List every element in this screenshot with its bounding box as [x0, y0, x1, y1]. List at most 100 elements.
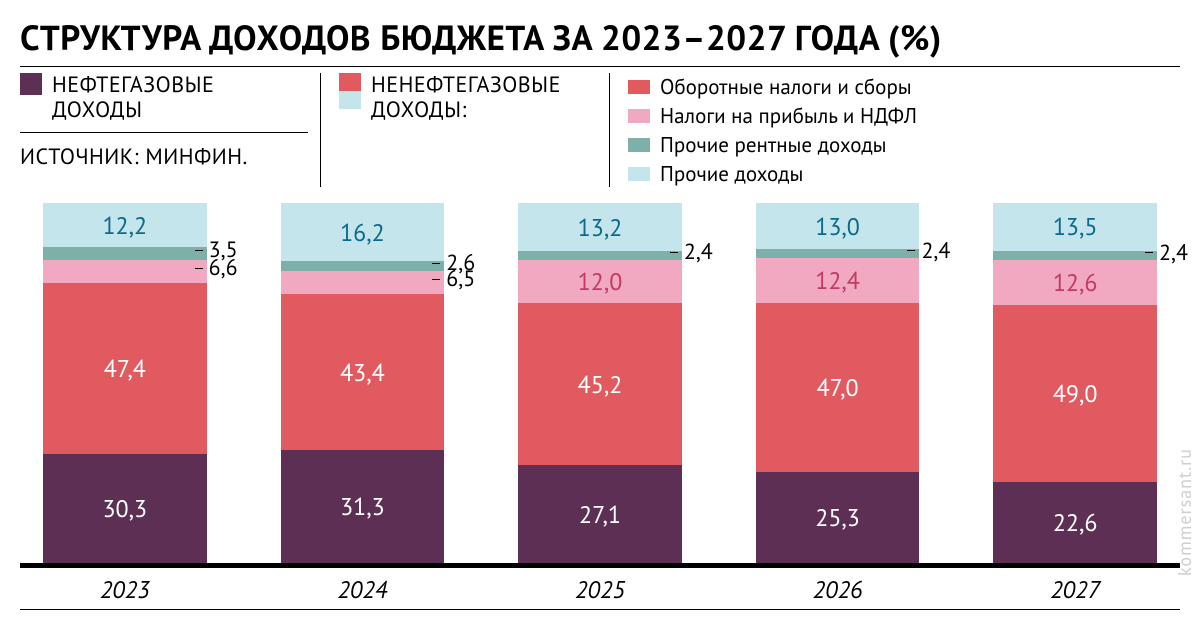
seg-oilgas: 27,1 — [518, 465, 681, 563]
legend-nonoil-label: НЕНЕФТЕГАЗОВЫЕДОХОДЫ: — [371, 73, 561, 124]
callout-profit: 6,5 — [432, 265, 475, 293]
chart-area: 12,247,430,33,56,616,243,431,32,66,513,2… — [20, 197, 1180, 567]
seg-turnover: 43,4 — [281, 294, 444, 450]
seg-value: 16,2 — [340, 217, 385, 248]
bar-2025: 13,2 12,0 45,2 27,1 — [518, 203, 681, 563]
axis-year: 2025 — [495, 568, 705, 609]
seg-oilgas: 31,3 — [281, 450, 444, 563]
year-col-2023: 12,247,430,33,56,6 — [20, 197, 230, 563]
callout-tick — [907, 250, 915, 251]
seg-rent — [518, 251, 681, 260]
legend-item-label: Прочие рентные доходы — [660, 131, 887, 158]
callout-rent: 2,4 — [670, 238, 713, 266]
legend-item-turnover: Оборотные налоги и сборы — [628, 73, 1180, 100]
seg-oilgas: 30,3 — [43, 454, 206, 563]
legend-divider-2 — [609, 73, 610, 187]
source-label: ИСТОЧНИК: МИНФИН. — [20, 143, 308, 171]
seg-value: 12,0 — [578, 266, 623, 297]
swatch-other — [628, 167, 650, 181]
bar-2023: 12,2 47,4 30,3 — [43, 203, 206, 563]
seg-turnover: 47,0 — [756, 303, 919, 472]
callout-tick — [195, 250, 203, 251]
seg-value: 47,0 — [817, 372, 859, 403]
seg-value: 49,0 — [1053, 378, 1098, 409]
legend-oilgas: НЕФТЕГАЗОВЫЕДОХОДЫ — [20, 73, 308, 124]
seg-value: 47,4 — [104, 353, 146, 384]
seg-oilgas: 22,6 — [993, 482, 1156, 563]
year-col-2027: 13,512,649,022,62,4 — [970, 197, 1180, 563]
rule-under-title — [20, 66, 1180, 67]
callout-tick — [1145, 252, 1153, 253]
seg-other: 12,2 — [43, 203, 206, 247]
swatch-nonoil-top — [339, 73, 361, 91]
swatch-turnover — [628, 80, 650, 94]
seg-rent — [281, 261, 444, 270]
seg-value: 27,1 — [579, 499, 621, 530]
legend-divider-1 — [320, 73, 321, 187]
year-col-2025: 13,212,045,227,12,4 — [495, 197, 705, 563]
callout-value: 2,4 — [684, 238, 713, 266]
legend-item-rent: Прочие рентные доходы — [628, 131, 1180, 158]
callout-profit: 6,6 — [195, 254, 238, 282]
seg-profit: 12,6 — [993, 260, 1156, 305]
watermark: kommersant.ru — [1173, 448, 1196, 576]
rule-inner-1 — [20, 132, 308, 133]
seg-profit — [281, 271, 444, 294]
swatch-oilgas — [20, 73, 42, 95]
legend-oilgas-label: НЕФТЕГАЗОВЫЕДОХОДЫ — [52, 73, 214, 124]
seg-value: 45,2 — [578, 369, 623, 400]
chart-title: СТРУКТУРА ДОХОДОВ БЮДЖЕТА ЗА 2023–2027 Г… — [0, 0, 1200, 66]
seg-other: 13,0 — [756, 203, 919, 250]
axis-year: 2023 — [20, 568, 230, 609]
legend-item-label: Прочие доходы — [660, 160, 803, 187]
swatch-nonoil-stack — [339, 73, 361, 109]
bar-2024: 16,2 43,4 31,3 — [281, 203, 444, 563]
year-col-2024: 16,243,431,32,66,5 — [258, 197, 468, 563]
bar-2027: 13,5 12,6 49,0 22,6 — [993, 203, 1156, 563]
callout-value: 6,5 — [446, 265, 475, 293]
legend-item-label: Налоги на прибыль и НДФЛ — [660, 102, 917, 129]
seg-value: 31,3 — [340, 491, 385, 522]
callout-rent: 2,4 — [1145, 239, 1188, 267]
seg-oilgas: 25,3 — [756, 472, 919, 563]
callout-value: 2,4 — [921, 237, 950, 265]
seg-value: 12,6 — [1053, 267, 1098, 298]
seg-turnover: 45,2 — [518, 303, 681, 466]
seg-value: 22,6 — [1053, 507, 1098, 538]
swatch-profit — [628, 109, 650, 123]
seg-turnover: 47,4 — [43, 283, 206, 454]
callout-tick — [432, 263, 440, 264]
seg-value: 12,4 — [815, 265, 860, 296]
callout-tick — [670, 252, 678, 253]
year-col-2026: 13,012,447,025,32,4 — [733, 197, 943, 563]
axis-year: 2024 — [258, 568, 468, 609]
seg-rent — [756, 249, 919, 258]
seg-other: 16,2 — [281, 203, 444, 261]
x-axis: 2023 2024 2025 2026 2027 — [20, 567, 1180, 610]
seg-value: 30,3 — [102, 493, 147, 524]
seg-value: 12,2 — [102, 210, 147, 241]
callout-tick — [432, 279, 440, 280]
swatch-rent — [628, 138, 650, 152]
axis-year: 2027 — [970, 568, 1180, 609]
callout-value: 6,6 — [209, 254, 238, 282]
legend: НЕФТЕГАЗОВЫЕДОХОДЫ ИСТОЧНИК: МИНФИН. НЕН… — [20, 73, 1180, 187]
callout-value: 2,4 — [1159, 239, 1188, 267]
seg-value: 13,2 — [578, 212, 623, 243]
seg-rent — [43, 247, 206, 260]
seg-value: 43,4 — [340, 357, 385, 388]
legend-item-profit: Налоги на прибыль и НДФЛ — [628, 102, 1180, 129]
legend-nonoil-header: НЕНЕФТЕГАЗОВЫЕДОХОДЫ: — [339, 73, 597, 124]
axis-year: 2026 — [733, 568, 943, 609]
seg-rent — [993, 251, 1156, 260]
callout-tick — [195, 268, 203, 269]
seg-profit — [43, 260, 206, 284]
seg-turnover: 49,0 — [993, 305, 1156, 481]
seg-other: 13,2 — [518, 203, 681, 251]
callout-rent: 2,4 — [907, 237, 950, 265]
legend-items: Оборотные налоги и сборыНалоги на прибыл… — [628, 73, 1180, 187]
legend-item-other: Прочие доходы — [628, 160, 1180, 187]
seg-value: 13,5 — [1053, 211, 1098, 242]
swatch-nonoil-bot — [339, 91, 361, 109]
bar-2026: 13,0 12,4 47,0 25,3 — [756, 203, 919, 563]
